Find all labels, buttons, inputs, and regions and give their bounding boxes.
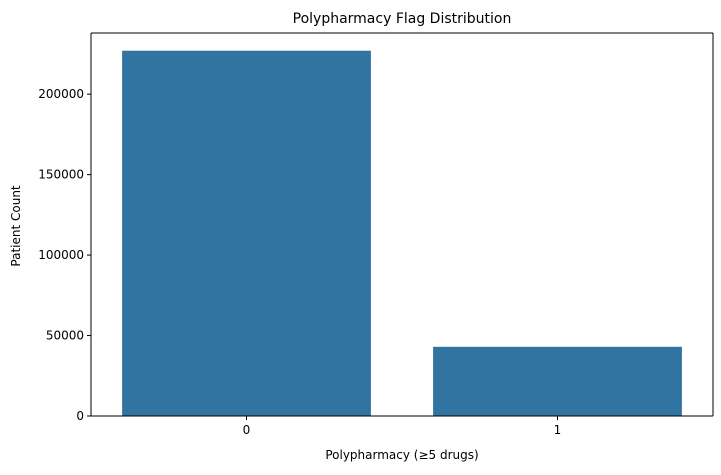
y-tick-label: 100000 bbox=[38, 248, 84, 262]
x-tick-label: 0 bbox=[243, 423, 251, 437]
x-tick-label: 1 bbox=[554, 423, 562, 437]
y-tick-label: 200000 bbox=[38, 87, 84, 101]
bar-0 bbox=[122, 50, 371, 416]
chart-title: Polypharmacy Flag Distribution bbox=[293, 11, 512, 27]
y-axis-label: Patient Count bbox=[9, 185, 23, 267]
y-tick-label: 50000 bbox=[46, 329, 84, 343]
plot-area: 0 50000 100000 150000 200000 0 1 bbox=[38, 32, 714, 437]
bar-1 bbox=[433, 346, 682, 416]
y-tick-label: 150000 bbox=[38, 168, 84, 182]
y-tick-label: 0 bbox=[76, 409, 84, 423]
x-axis-label: Polypharmacy (≥5 drugs) bbox=[325, 448, 478, 462]
